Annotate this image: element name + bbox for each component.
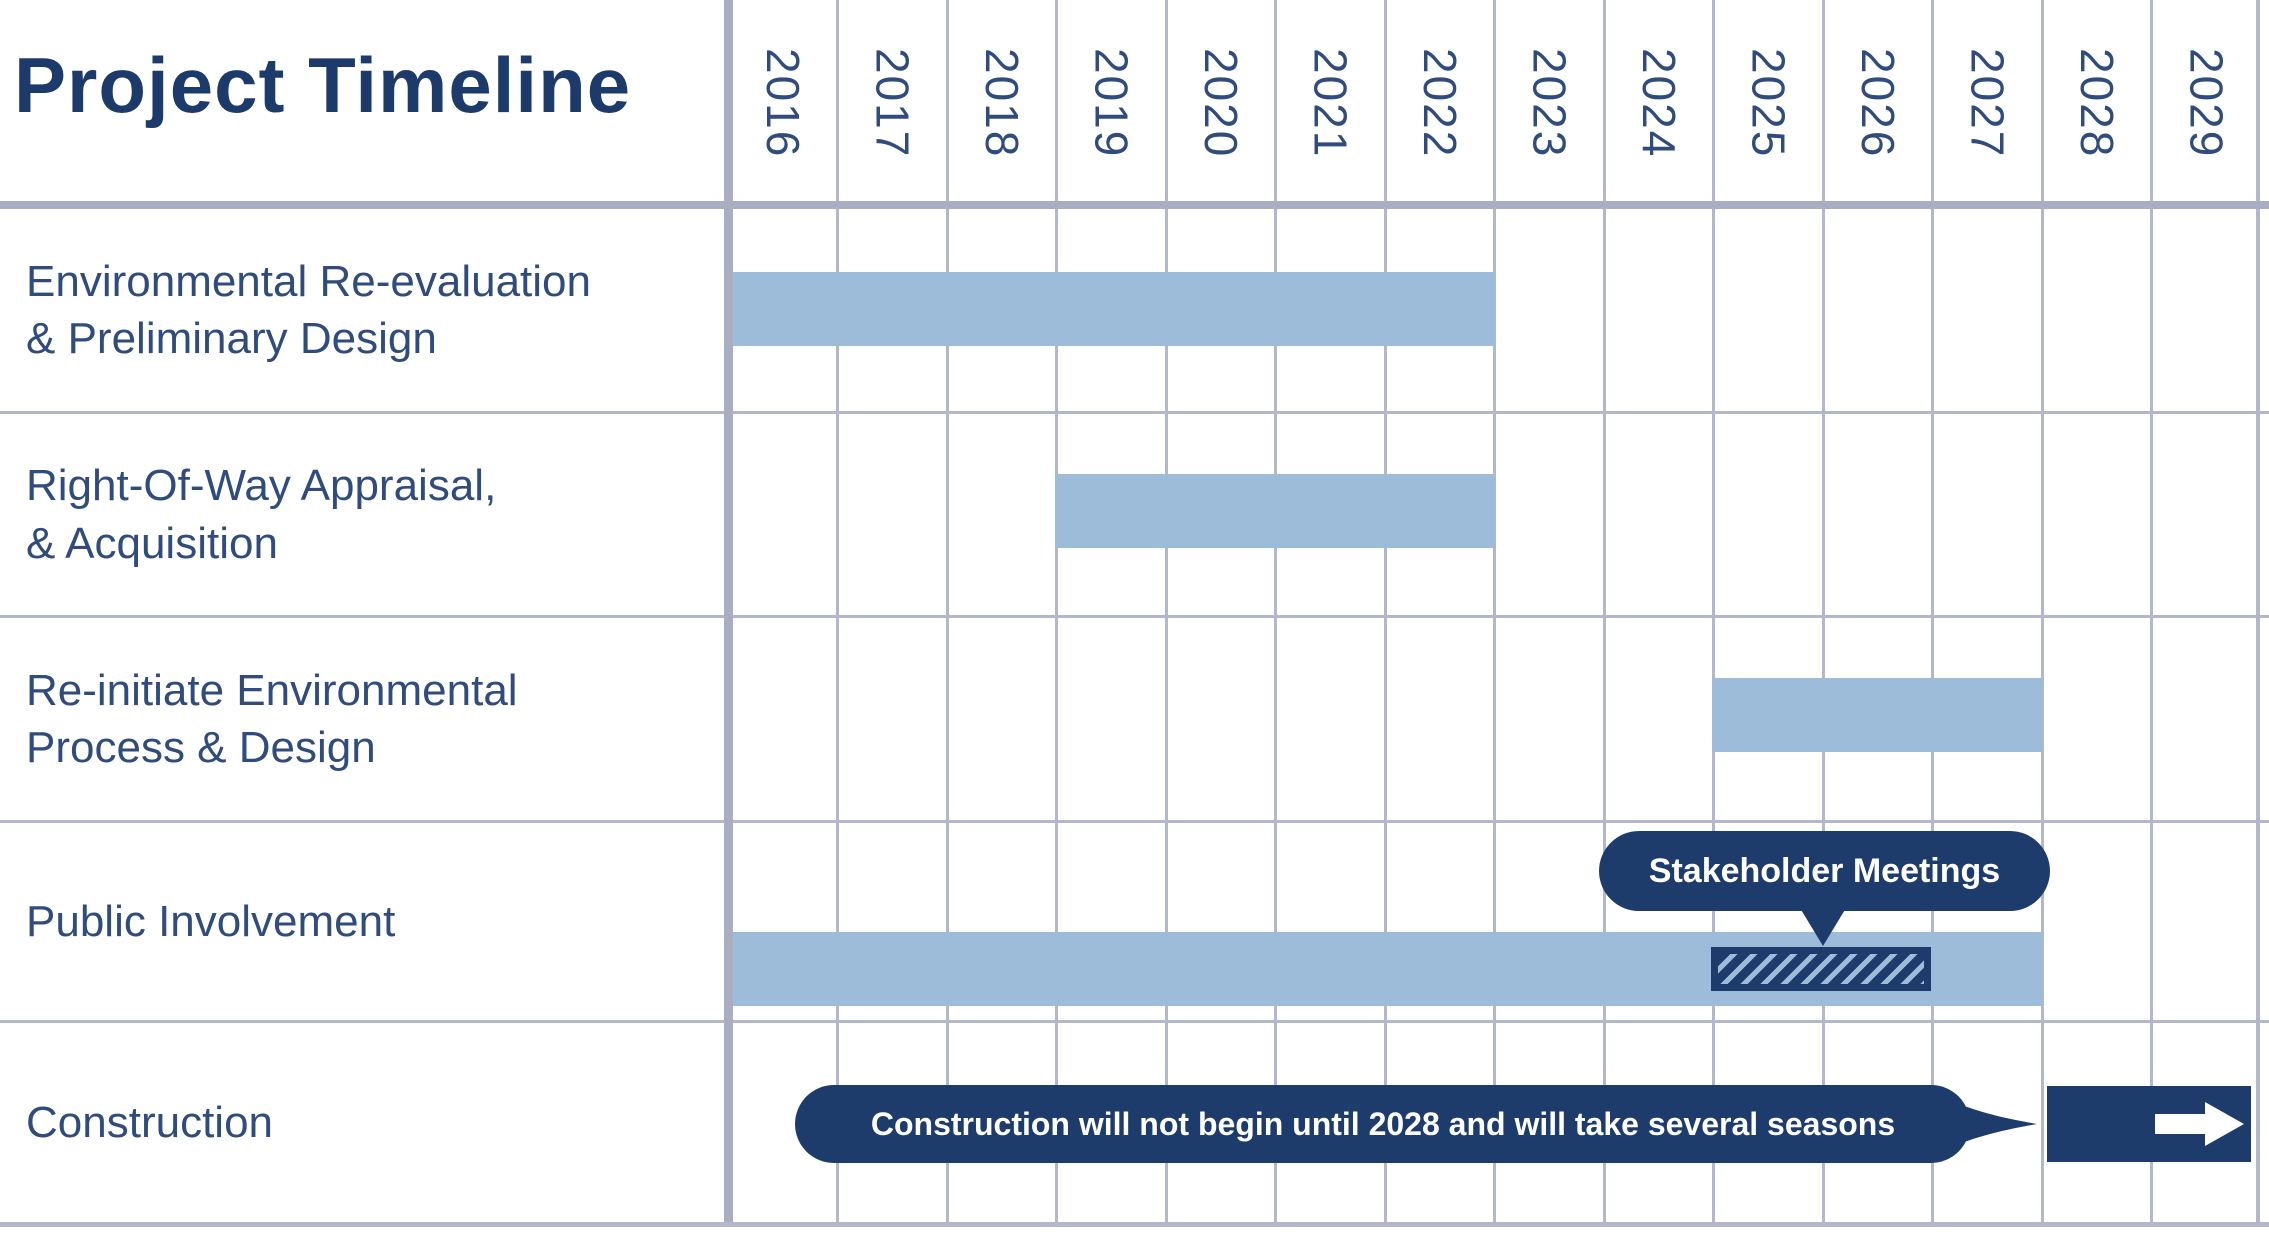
- year-axis-label: 2027: [1961, 47, 2014, 159]
- year-axis-label: 2018: [975, 47, 1028, 159]
- year-axis-label: 2017: [866, 47, 919, 159]
- row-label-line: Environmental Re-evaluation: [26, 256, 591, 306]
- year-axis-label: 2026: [1851, 47, 1904, 159]
- grid-vline: [945, 0, 949, 1222]
- row-label-line: Re-initiate Environmental: [26, 665, 518, 715]
- year-axis-label: 2024: [1632, 47, 1685, 159]
- year-axis-label: 2019: [1085, 47, 1138, 159]
- year-axis-label: 2023: [1523, 47, 1576, 159]
- grid-vline: [2040, 0, 2044, 1222]
- stakeholder-meetings-callout: Stakeholder Meetings: [1599, 831, 2050, 911]
- row-separator: [0, 1020, 2269, 1023]
- row-separator: [0, 820, 2269, 823]
- callout-pointer-icon: [1800, 908, 1846, 946]
- gantt-bar: [1055, 474, 1495, 548]
- grid-vline: [1493, 0, 1496, 1222]
- year-axis-label: 2016: [756, 47, 809, 159]
- row-label: Construction: [0, 1023, 700, 1222]
- year-axis-label: 2021: [1304, 47, 1357, 159]
- grid-vline: [2150, 0, 2153, 1222]
- grid-vline: [1931, 0, 1934, 1222]
- year-axis-label: 2028: [2070, 47, 2123, 159]
- row-label: Re-initiate Environmental Process & Desig…: [0, 618, 700, 820]
- row-label-line: Public Involvement: [26, 896, 396, 946]
- row-label-line: & Preliminary Design: [26, 314, 437, 363]
- year-axis-label: 2029: [2180, 47, 2233, 159]
- row-separator: [0, 411, 2269, 414]
- row-label-line: Construction: [26, 1097, 274, 1147]
- gantt-bar: [1712, 678, 2042, 752]
- grid-vline: [1821, 0, 1825, 1222]
- grid-vline: [1712, 0, 1715, 1222]
- row-label-line: Process & Design: [26, 723, 376, 772]
- year-axis-label: 2022: [1413, 47, 1466, 159]
- row-label-line: & Acquisition: [26, 518, 278, 568]
- chart-right-border: [2256, 0, 2260, 1222]
- grid-vline: [1602, 0, 1606, 1222]
- grid-vline: [1055, 0, 1058, 1222]
- row-label: Environmental Re-evaluation & Preliminary…: [0, 209, 700, 411]
- header-divider: [0, 201, 2269, 209]
- row-separator: [0, 615, 2269, 618]
- label-chart-divider: [724, 0, 733, 1222]
- construction-callout: [795, 1085, 2040, 1163]
- grid-vline: [1164, 0, 1168, 1222]
- year-axis-label: 2025: [1742, 47, 1795, 159]
- year-axis-label: 2020: [1194, 47, 1247, 159]
- construction-period-box: [2047, 1086, 2251, 1162]
- chart-bottom-border: [0, 1222, 2269, 1227]
- grid-vline: [836, 0, 839, 1222]
- grid-vline: [1383, 0, 1387, 1222]
- gantt-bar: [733, 272, 1495, 346]
- row-label: Right-Of-Way Appraisal, & Acquisition: [0, 414, 700, 615]
- grid-vline: [1274, 0, 1277, 1222]
- construction-callout-text: Construction will not begin until 2028 a…: [870, 1105, 1896, 1142]
- row-label-line: Right-Of-Way Appraisal,: [26, 461, 497, 511]
- stakeholder-meetings-hatched-box: [1710, 947, 1931, 991]
- right-arrow-icon: [2047, 1086, 2251, 1162]
- chart-title: Project Timeline: [14, 41, 632, 129]
- row-label: Public Involvement: [0, 823, 700, 1020]
